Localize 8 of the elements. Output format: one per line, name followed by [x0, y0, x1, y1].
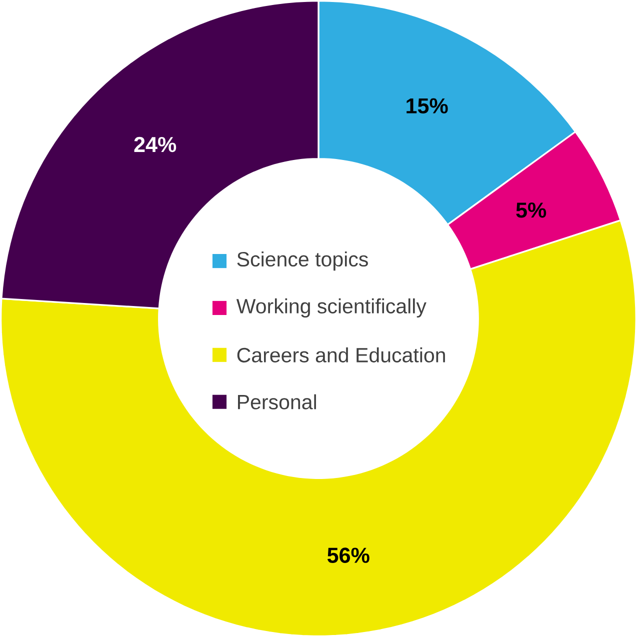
legend-label: Careers and Education [237, 347, 445, 362]
legend-label: Science topics [237, 251, 368, 271]
legend-label: Personal [238, 394, 316, 410]
data-label: 15% [406, 98, 448, 114]
data-label: 56% [328, 548, 370, 563]
data-label: 5% [516, 202, 546, 218]
data-label: 24% [134, 136, 176, 152]
legend-label: Working scientifically [236, 298, 426, 318]
